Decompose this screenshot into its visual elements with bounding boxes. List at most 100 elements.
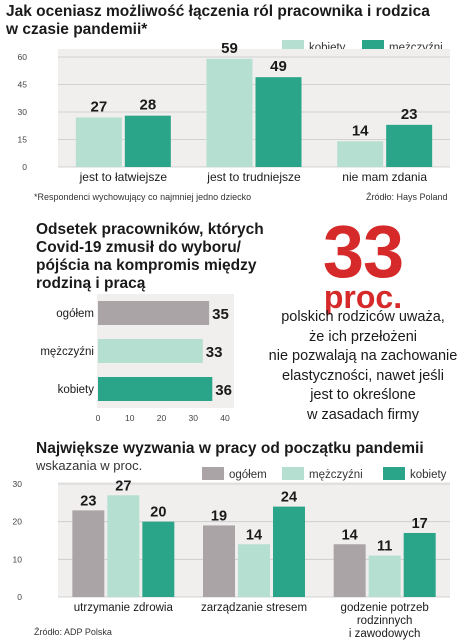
chart1-footnote: *Respondenci wychowujący co najmniej jed… [34,192,252,202]
bar [403,532,436,597]
data-label: 36 [215,382,232,399]
highlight-text-line: elastyczności, nawet jeśli [282,367,444,384]
x-tick-label: 30 [189,413,199,423]
y-tick-label: 45 [18,80,28,90]
chart2-title-line: Odsetek pracowników, których [36,221,264,238]
data-label: 27 [115,478,131,494]
highlight-text: polskich rodziców uważa, że ich przełoże… [254,308,472,425]
bar [98,377,213,401]
data-label: 17 [412,516,428,532]
highlight-number-block: 33 proc. [258,210,468,315]
legend-label: mężczyźni [309,469,363,481]
x-tick-label-line: utrzymanie zdrowia [74,602,174,614]
chart1-title: Jak oceniasz możliwość łączenia ról prac… [6,3,472,39]
chart2-title-line: pójścia na kompromis między [36,257,257,274]
x-tick-label: nie mam zdania [342,170,427,184]
x-tick-label-line: rodzinnych [357,615,413,627]
legend-label: kobiety [410,469,447,481]
chart2-title: Odsetek pracowników, których Covid-19 zm… [36,221,266,293]
x-tick-label-line: zarządzanie stresem [201,602,307,614]
x-tick-label: zarządzanie stresem [201,602,307,614]
bar [273,506,305,597]
y-tick-label: 0 [17,592,22,602]
bar [206,58,253,168]
data-label: 23 [80,493,96,509]
x-tick-label-line: i zawodowych [349,628,421,640]
x-tick-label: 10 [125,413,135,423]
data-label: 49 [270,58,287,75]
x-tick-label: utrzymanie zdrowia [74,602,174,614]
x-tick-label: 0 [96,413,101,423]
data-label: 14 [246,527,262,543]
chart3-title: Największe wyzwania w pracy od początku … [36,440,424,457]
data-label: 14 [352,122,369,139]
chart3-legend-kobiety: kobiety [383,467,446,481]
highlight-number: 33 [322,210,404,293]
data-label: 24 [281,490,297,506]
bar [386,124,433,167]
highlight-text-line: w zasadach firmy [306,406,419,423]
chart1-source: Źródło: Hays Poland [366,192,448,202]
bar [72,510,105,597]
x-tick-label: 40 [220,413,230,423]
legend-label: ogółem [229,469,267,481]
x-tick-label: godzenie potrzeb rodzinnych i zawodowych [341,602,429,640]
data-label: 14 [342,527,358,543]
data-label: 27 [90,99,107,116]
data-label: 59 [221,40,238,57]
data-label: 33 [206,344,223,361]
y-tick-label: 15 [18,135,28,145]
highlight-text-line: jest to określone [310,387,416,403]
x-tick-label: 20 [157,413,167,423]
chart1-title-line2: w czasie pandemii* [6,21,148,38]
chart2-svg: 35 ogółem 33 mężczyźni 36 kobiety 0 10 20 30 40 [40,294,234,423]
data-label: 19 [211,508,227,524]
bar [337,141,384,167]
chart3-legend-mezczyzni: mężczyźni [282,467,363,481]
x-tick-label-line: godzenie potrzeb [341,602,429,614]
chart2-title-line: rodziną i pracą [36,275,146,292]
bar [368,555,401,597]
data-label: 23 [401,106,418,123]
data-label: 20 [150,505,166,521]
y-tick-label: 10 [13,554,23,564]
highlight-text-line: polskich rodziców uważa, [281,309,445,325]
bar [142,521,175,597]
legend-swatch [383,467,405,480]
y-tick-label: 30 [18,107,28,117]
data-label: 35 [212,306,229,323]
legend-swatch [282,467,304,480]
highlight-text-line: nie pozwalają na zachowanie [268,348,458,364]
highlight-unit: proc. [323,279,403,315]
x-tick-label: jest to trudniejsze [206,170,301,184]
y-tick-label: 0 [22,162,27,172]
y-tick-label: ogółem [56,308,94,320]
bar [98,301,210,325]
plot-background [58,49,450,167]
data-label: 28 [139,97,156,114]
chart3-legend-ogolem: ogółem [202,467,267,481]
bar [124,115,171,167]
bar [255,77,302,167]
highlight-text-line: że ich przełożeni [309,328,417,345]
bar [98,339,203,363]
y-tick-label: 60 [18,52,28,62]
bar [238,544,270,597]
y-tick-label: kobiety [58,384,95,396]
data-label: 11 [377,539,392,555]
chart1-title-line1: Jak oceniasz możliwość łączenia ról prac… [6,3,430,20]
chart3-svg: 0 10 20 30 23 27 20 utrzymanie zdrowia 19 14 24 zar… [13,478,450,640]
bar [333,544,366,597]
y-tick-label: mężczyźni [40,346,94,358]
bar [75,117,122,167]
chart3-subtitle: wskazania w proc. [36,458,143,473]
bar [107,495,140,597]
y-tick-label: 30 [13,479,23,489]
chart2-title-line: Covid-19 zmusił do wyboru/ [36,239,241,256]
chart1-svg: 0 15 30 45 60 27 28 jest to łatwiejsze 59 49 jest … [18,40,450,184]
bar [203,525,235,597]
legend-swatch [202,467,224,480]
y-tick-label: 20 [13,517,23,527]
x-tick-label: jest to łatwiejsze [79,170,168,184]
chart3-source: Źródło: ADP Polska [34,627,112,637]
